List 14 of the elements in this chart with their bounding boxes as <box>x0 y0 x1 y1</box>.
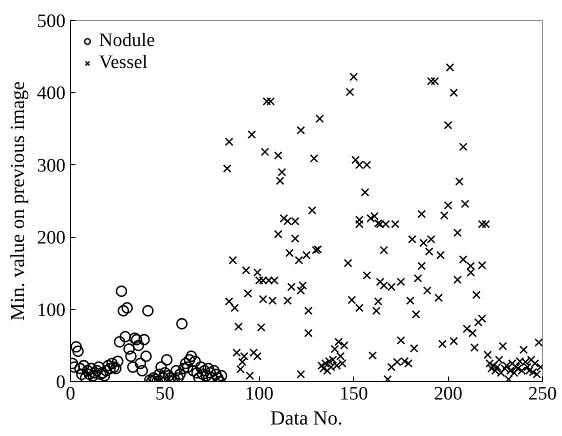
y-tick-label: 500 <box>37 11 66 32</box>
legend-label: Nodule <box>99 30 155 52</box>
x-tick-label: 200 <box>434 384 462 404</box>
x-tick-label: 50 <box>155 384 174 404</box>
y-tick-label: 300 <box>37 155 66 176</box>
y-tick-label: 100 <box>37 300 66 321</box>
y-axis-title: Min. value on previous image <box>7 81 29 321</box>
y-tick-label: 400 <box>37 83 66 104</box>
x-tick-label: 100 <box>245 384 274 404</box>
legend-label: Vessel <box>99 52 148 74</box>
x-tick-label: 150 <box>339 384 368 404</box>
x-tick-label: 250 <box>528 384 557 404</box>
x-axis-title: Data No. <box>270 408 343 430</box>
y-tick-label: 200 <box>37 228 66 249</box>
